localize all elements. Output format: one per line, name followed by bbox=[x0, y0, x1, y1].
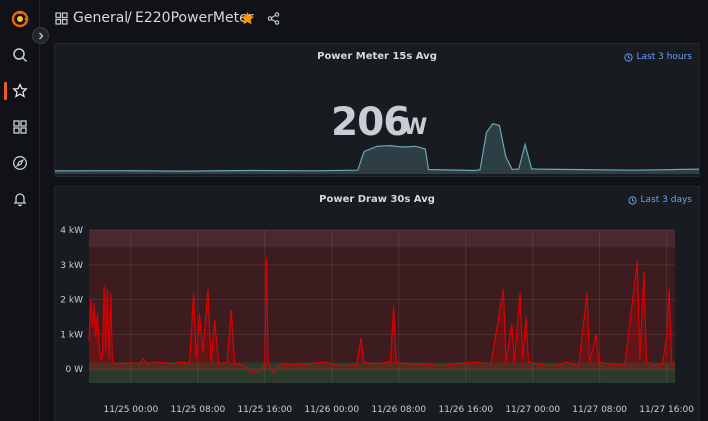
y-tick-label: 2 kW bbox=[60, 296, 83, 306]
grafana-logo-icon[interactable] bbox=[10, 9, 30, 29]
breadcrumb-separator: / bbox=[127, 10, 132, 26]
sidebar bbox=[0, 0, 40, 421]
x-tick-label: 11/26 00:00 bbox=[304, 405, 359, 415]
clock-icon bbox=[627, 195, 637, 205]
sparkline-line bbox=[55, 123, 699, 172]
time-range-badge[interactable]: Last 3 hours bbox=[623, 52, 693, 62]
panel-title[interactable]: Power Meter 15s Avg bbox=[317, 51, 437, 62]
time-range-badge[interactable]: Last 3 days bbox=[627, 195, 692, 205]
sparkline-area bbox=[55, 123, 699, 174]
active-indicator bbox=[4, 82, 7, 100]
favorite-star-icon[interactable] bbox=[240, 11, 255, 26]
x-tick-label: 11/25 00:00 bbox=[103, 405, 158, 415]
stat-value: 206 bbox=[331, 100, 410, 145]
sparkline bbox=[55, 123, 699, 174]
chevron-right-icon bbox=[38, 32, 43, 39]
x-tick-label: 11/27 08:00 bbox=[572, 405, 627, 415]
y-tick-label: 0 W bbox=[66, 365, 84, 375]
power-draw-chart: 0 W 1 kW 2 kW 3 kW 4 kW 11/25 00:00 11/25 08:0… bbox=[60, 226, 694, 415]
share-icon[interactable] bbox=[267, 12, 280, 25]
starred-icon[interactable] bbox=[10, 81, 30, 101]
dashboards-icon[interactable] bbox=[10, 117, 30, 137]
y-tick-label: 1 kW bbox=[60, 330, 83, 340]
search-icon[interactable] bbox=[10, 45, 30, 65]
y-tick-label: 4 kW bbox=[60, 226, 83, 236]
x-tick-label: 11/27 16:00 bbox=[639, 405, 694, 415]
top-bar: General / E220PowerMeter bbox=[40, 0, 708, 40]
dashboard-title[interactable]: E220PowerMeter bbox=[135, 10, 254, 26]
stat-panel[interactable]: Power Meter 15s Avg Last 3 hours 206 W bbox=[54, 43, 700, 177]
series-line bbox=[88, 257, 676, 374]
expand-menu-button[interactable] bbox=[32, 27, 49, 44]
explore-icon[interactable] bbox=[10, 153, 30, 173]
clock-icon bbox=[623, 52, 633, 62]
threshold-band bbox=[89, 230, 675, 248]
threshold-band bbox=[89, 362, 675, 383]
stat-unit: W bbox=[403, 115, 428, 140]
panel-title[interactable]: Power Draw 30s Avg bbox=[319, 194, 435, 205]
time-range-label: Last 3 hours bbox=[636, 52, 693, 62]
alerting-icon[interactable] bbox=[10, 189, 30, 209]
threshold-band bbox=[89, 247, 675, 363]
timeseries-panel[interactable]: Power Draw 30s Avg Last 3 days 0 W 1 kW 2 … bbox=[54, 186, 700, 421]
y-tick-label: 3 kW bbox=[60, 261, 83, 271]
x-tick-label: 11/26 08:00 bbox=[371, 405, 426, 415]
dashboard-grid-icon bbox=[55, 12, 68, 25]
x-tick-label: 11/26 16:00 bbox=[438, 405, 493, 415]
x-tick-label: 11/25 16:00 bbox=[237, 405, 292, 415]
time-range-label: Last 3 days bbox=[640, 195, 692, 205]
x-tick-label: 11/25 08:00 bbox=[170, 405, 225, 415]
x-tick-label: 11/27 00:00 bbox=[505, 405, 560, 415]
breadcrumb-folder[interactable]: General bbox=[73, 10, 129, 26]
